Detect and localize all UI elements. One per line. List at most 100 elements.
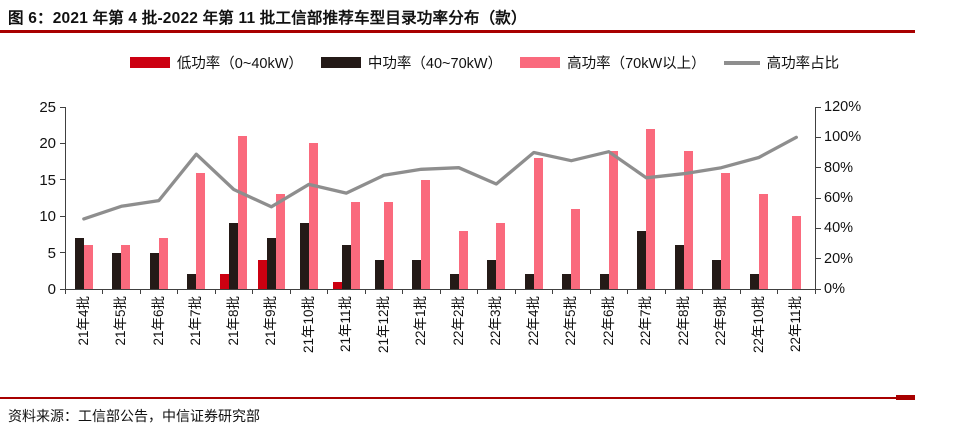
chart-bar: [458, 230, 468, 289]
chart-bar: [275, 194, 285, 289]
legend-bar-swatch: [520, 57, 561, 68]
chart-bar: [683, 150, 693, 289]
chart-bar: [646, 128, 656, 289]
chart-bar: [112, 252, 122, 289]
x-axis-label: 22年3批: [488, 296, 504, 346]
chart-bar: [791, 216, 801, 289]
legend-item-series0: 低功率（0~40kW）: [129, 52, 303, 73]
y-tick-right: [816, 197, 821, 199]
y-axis-label-right: 0%: [824, 281, 845, 297]
y-axis-label-right: 80%: [824, 159, 854, 176]
x-axis-label: 22年10批: [750, 296, 766, 354]
x-axis-label: 22年2批: [450, 296, 466, 346]
chart-legend: 低功率（0~40kW） 中功率（40~70kW） 高功率（70kW以上） 高功率占比: [0, 52, 969, 73]
x-axis-label: 21年8批: [225, 296, 241, 346]
x-axis-label: 21年6批: [150, 296, 166, 346]
y-tick-left: [60, 252, 65, 254]
y-tick-left: [60, 288, 65, 290]
x-axis-label: 22年4批: [525, 296, 541, 346]
ratio-line-plot: [82, 135, 798, 221]
chart-bar: [238, 136, 248, 289]
x-axis-label: 22年11批: [788, 296, 804, 353]
legend-item-series1: 中功率（40~70kW）: [320, 52, 503, 73]
x-tick: [477, 290, 478, 294]
chart-bar: [496, 223, 506, 289]
y-axis-label-left: 10: [39, 208, 56, 226]
figure-title: 图 6：2021 年第 4 批-2022 年第 11 批工信部推荐车型目录功率分…: [8, 10, 527, 27]
chart-bar: [524, 274, 534, 289]
x-axis-label: 22年8批: [675, 296, 691, 346]
x-axis-label: 22年5批: [563, 296, 579, 346]
y-tick-right: [816, 227, 821, 229]
x-tick: [327, 290, 328, 294]
title-underline: [0, 30, 915, 33]
x-axis-label: 21年9批: [263, 296, 279, 346]
legend-bar-swatch: [129, 57, 170, 68]
chart-bar: [74, 238, 84, 289]
chart-bar: [421, 179, 431, 289]
x-axis-label: 22年9批: [713, 296, 729, 346]
x-axis-label: 22年6批: [600, 296, 616, 346]
ratio-line: [82, 135, 798, 221]
y-axis-label-right: 100%: [824, 129, 862, 146]
chart-bar: [257, 259, 267, 289]
y-tick-left: [60, 215, 65, 217]
chart-bar: [220, 274, 230, 289]
footer-divider-tab: [896, 395, 915, 400]
y-axis-label-left: 0: [47, 281, 56, 298]
y-axis-label-right: 20%: [824, 250, 854, 267]
y-axis-label-left: 20: [39, 135, 56, 153]
chart-bar: [721, 172, 731, 289]
y-tick-right: [816, 258, 821, 260]
chart-bar: [121, 245, 131, 289]
chart-bar: [608, 150, 618, 289]
chart-bar: [332, 281, 342, 289]
chart-bar: [487, 259, 497, 289]
x-tick: [702, 290, 703, 294]
chart-bar: [149, 252, 159, 289]
chart-bar: [229, 223, 239, 289]
y-axis-label-right: 120%: [824, 99, 862, 115]
y-tick-right: [816, 136, 821, 138]
y-axis-label-right: 40%: [824, 220, 854, 237]
x-tick: [739, 290, 741, 294]
x-tick: [364, 290, 366, 294]
y-axis-label-left: 15: [39, 171, 56, 189]
x-tick: [777, 290, 778, 294]
legend-label: 中功率（40~70kW）: [367, 56, 503, 72]
legend-label: 高功率占比: [766, 56, 840, 72]
chart-bar: [533, 157, 543, 289]
x-tick: [514, 290, 516, 294]
x-tick: [402, 290, 403, 294]
x-tick: [252, 290, 253, 294]
y-axis-right: [815, 107, 816, 289]
chart-bar: [187, 274, 197, 289]
x-tick: [814, 290, 816, 294]
y-tick-left: [60, 142, 65, 144]
legend-item-series2: 高功率（70kW以上）: [520, 52, 706, 73]
chart-bar: [266, 238, 276, 289]
footer-divider: [0, 395, 915, 400]
y-tick-right: [816, 167, 821, 169]
chart-bar: [571, 208, 581, 289]
chart-bar: [712, 259, 722, 289]
source-note: 资料来源：工信部公告，中信证券研究部: [8, 408, 260, 424]
x-axis-label: 21年7批: [188, 296, 204, 346]
x-tick: [589, 290, 591, 294]
x-tick: [214, 290, 216, 294]
x-axis-label: 21年12批: [375, 296, 391, 354]
chart-bar: [308, 143, 318, 289]
y-tick-right: [816, 288, 821, 290]
x-axis: [65, 289, 816, 290]
chart-bar: [412, 259, 422, 289]
y-tick-left: [60, 179, 65, 181]
y-tick-right: [816, 106, 821, 108]
legend-bar-swatch: [320, 57, 361, 68]
x-tick: [289, 290, 291, 294]
chart-bar: [749, 274, 759, 289]
x-axis-label: 21年5批: [113, 296, 129, 346]
chart-bar: [299, 223, 309, 289]
x-tick: [627, 290, 628, 294]
